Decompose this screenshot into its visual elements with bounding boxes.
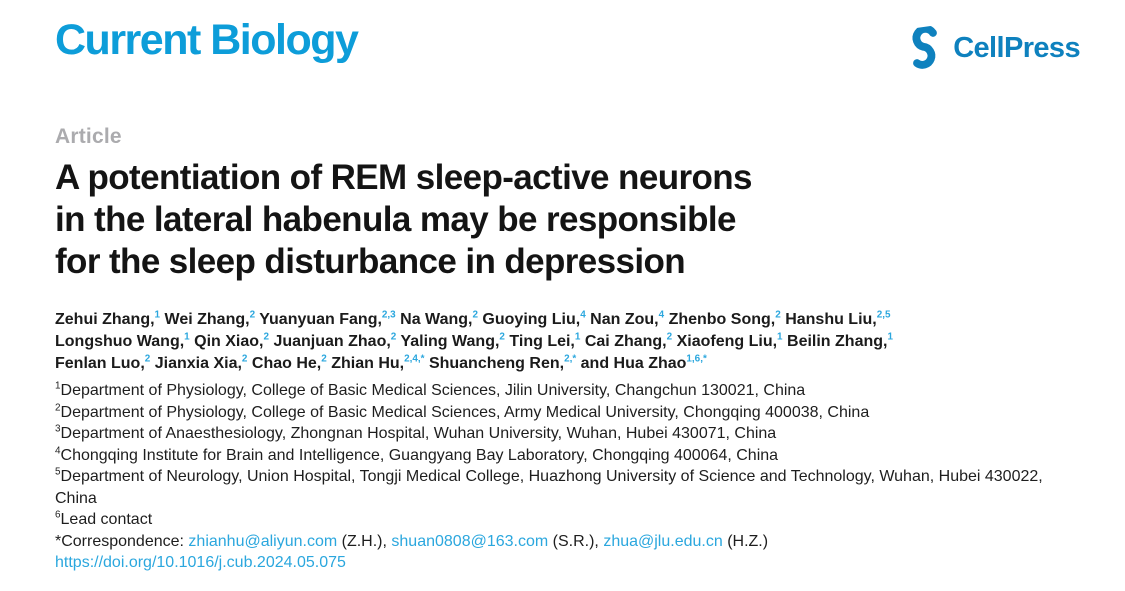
affiliation-item: 5Department of Neurology, Union Hospital… xyxy=(55,466,1080,509)
affiliation-superscript: 2 xyxy=(55,402,61,414)
affiliation-superscript: 6 xyxy=(55,509,61,521)
affiliation-item: 2Department of Physiology, College of Ba… xyxy=(55,402,1080,424)
doi-link[interactable]: https://doi.org/10.1016/j.cub.2024.05.07… xyxy=(55,554,346,571)
author-lines: Zehui Zhang,1 Wei Zhang,2 Yuanyuan Fang,… xyxy=(55,309,1080,375)
author-superscript: 1 xyxy=(184,331,190,343)
author-superscript: 2 xyxy=(241,353,248,365)
author-name: Xiaofeng Liu, xyxy=(676,333,778,350)
affiliation-item: 6Lead contact xyxy=(55,509,1080,531)
correspondence-text: *Correspondence: xyxy=(55,532,189,550)
affiliation-text: Chongqing Institute for Brain and Intell… xyxy=(60,446,779,464)
author-superscript: 2,3 xyxy=(381,309,396,321)
author-superscript: 1 xyxy=(887,331,893,343)
author-name: Nan Zou, xyxy=(590,311,659,328)
author-name: Zhenbo Song, xyxy=(668,311,776,328)
author-name: Fenlan Luo, xyxy=(55,355,145,372)
author-superscript: 2,5 xyxy=(876,309,891,321)
article-type-label: Article xyxy=(55,125,122,148)
author-name: Chao He, xyxy=(251,355,322,372)
affiliation-item: 1Department of Physiology, College of Ba… xyxy=(55,380,1080,402)
author-name: Yuanyuan Fang, xyxy=(259,311,382,328)
author-superscript: 4 xyxy=(658,309,665,321)
author-superscript: 2 xyxy=(321,353,327,365)
affiliation-text: Department of Anaesthesiology, Zhongnan … xyxy=(60,425,777,442)
author-name: Juanjuan Zhao, xyxy=(273,333,391,350)
author-name: Cai Zhang, xyxy=(584,333,667,350)
author-superscript: 4 xyxy=(580,309,586,321)
author-superscript: 2,* xyxy=(564,353,577,365)
author-name: Ting Lei, xyxy=(509,333,575,350)
affiliation-item: 3Department of Anaesthesiology, Zhongnan… xyxy=(55,423,1080,445)
author-name: Na Wang, xyxy=(400,311,473,328)
affiliation-text: Department of Neurology, Union Hospital,… xyxy=(55,468,1043,507)
correspondence-text: (Z.H.), xyxy=(337,532,392,550)
author-name: Yaling Wang, xyxy=(400,333,500,350)
author-line: Longshuo Wang,1 Qin Xiao,2 Juanjuan Zhao… xyxy=(55,331,1080,353)
author-name: Qin Xiao, xyxy=(194,333,264,350)
correspondence-email-link[interactable]: zhua@jlu.edu.cn xyxy=(603,532,723,550)
affiliation-superscript: 3 xyxy=(55,423,61,435)
publisher-logo: CellPress xyxy=(904,25,1081,69)
author-superscript: 2 xyxy=(775,309,781,321)
author-name: Zehui Zhang, xyxy=(55,311,155,328)
author-superscript: 2 xyxy=(499,331,505,343)
author-name: Wei Zhang, xyxy=(164,311,250,328)
author-line: Zehui Zhang,1 Wei Zhang,2 Yuanyuan Fang,… xyxy=(55,309,1080,331)
author-superscript: 2 xyxy=(263,331,269,343)
affiliation-text: Department of Physiology, College of Bas… xyxy=(60,403,870,421)
author-superscript: 2 xyxy=(472,309,478,321)
cellpress-swirl-icon xyxy=(912,25,938,69)
author-superscript: 2 xyxy=(666,331,673,343)
journal-logo: Current Biology xyxy=(55,16,359,64)
correspondence-email-link[interactable]: shuan0808@163.com xyxy=(391,532,549,550)
publisher-logo-text: CellPress xyxy=(953,31,1080,64)
author-name: Longshuo Wang, xyxy=(55,333,185,350)
affiliation-superscript: 4 xyxy=(55,445,61,457)
correspondence-text: (H.Z.) xyxy=(722,532,769,550)
author-superscript: 1 xyxy=(777,331,783,343)
affiliation-text: Department of Physiology, College of Bas… xyxy=(60,382,806,399)
correspondence-line: *Correspondence: zhianhu@aliyun.com (Z.H… xyxy=(55,531,1080,553)
author-line: Fenlan Luo,2 Jianxia Xia,2 Chao He,2 Zhi… xyxy=(55,353,1080,375)
author-name: Zhian Hu, xyxy=(331,355,405,372)
correspondence-text: (S.R.), xyxy=(548,532,604,550)
author-superscript: 1,6,* xyxy=(686,353,707,365)
author-name: Shuancheng Ren, xyxy=(428,355,565,372)
author-superscript: 1 xyxy=(154,309,161,321)
affiliation-superscript: 1 xyxy=(55,380,61,392)
author-name: Jianxia Xia, xyxy=(154,355,242,372)
author-superscript: 2,4,* xyxy=(404,353,425,365)
affiliation-superscript: 5 xyxy=(55,466,61,478)
masthead: Current Biology CellPress xyxy=(55,16,1081,69)
affiliation-item: 4Chongqing Institute for Brain and Intel… xyxy=(55,445,1080,467)
author-name: and Hua Zhao xyxy=(580,355,687,372)
author-name: Hanshu Liu, xyxy=(785,311,877,328)
author-superscript: 2 xyxy=(390,331,397,343)
author-superscript: 2 xyxy=(144,353,151,365)
author-superscript: 2 xyxy=(249,309,256,321)
affiliation-list: 1Department of Physiology, College of Ba… xyxy=(55,380,1080,531)
correspondence-email-link[interactable]: zhianhu@aliyun.com xyxy=(188,532,338,550)
author-superscript: 1 xyxy=(574,331,581,343)
affiliations-block: 1Department of Physiology, College of Ba… xyxy=(55,380,1080,574)
author-name: Guoying Liu, xyxy=(482,311,581,328)
author-name: Beilin Zhang, xyxy=(787,333,888,350)
affiliation-text: Lead contact xyxy=(60,511,153,528)
paper-title: A potentiation of REM sleep-active neuro… xyxy=(55,158,753,281)
